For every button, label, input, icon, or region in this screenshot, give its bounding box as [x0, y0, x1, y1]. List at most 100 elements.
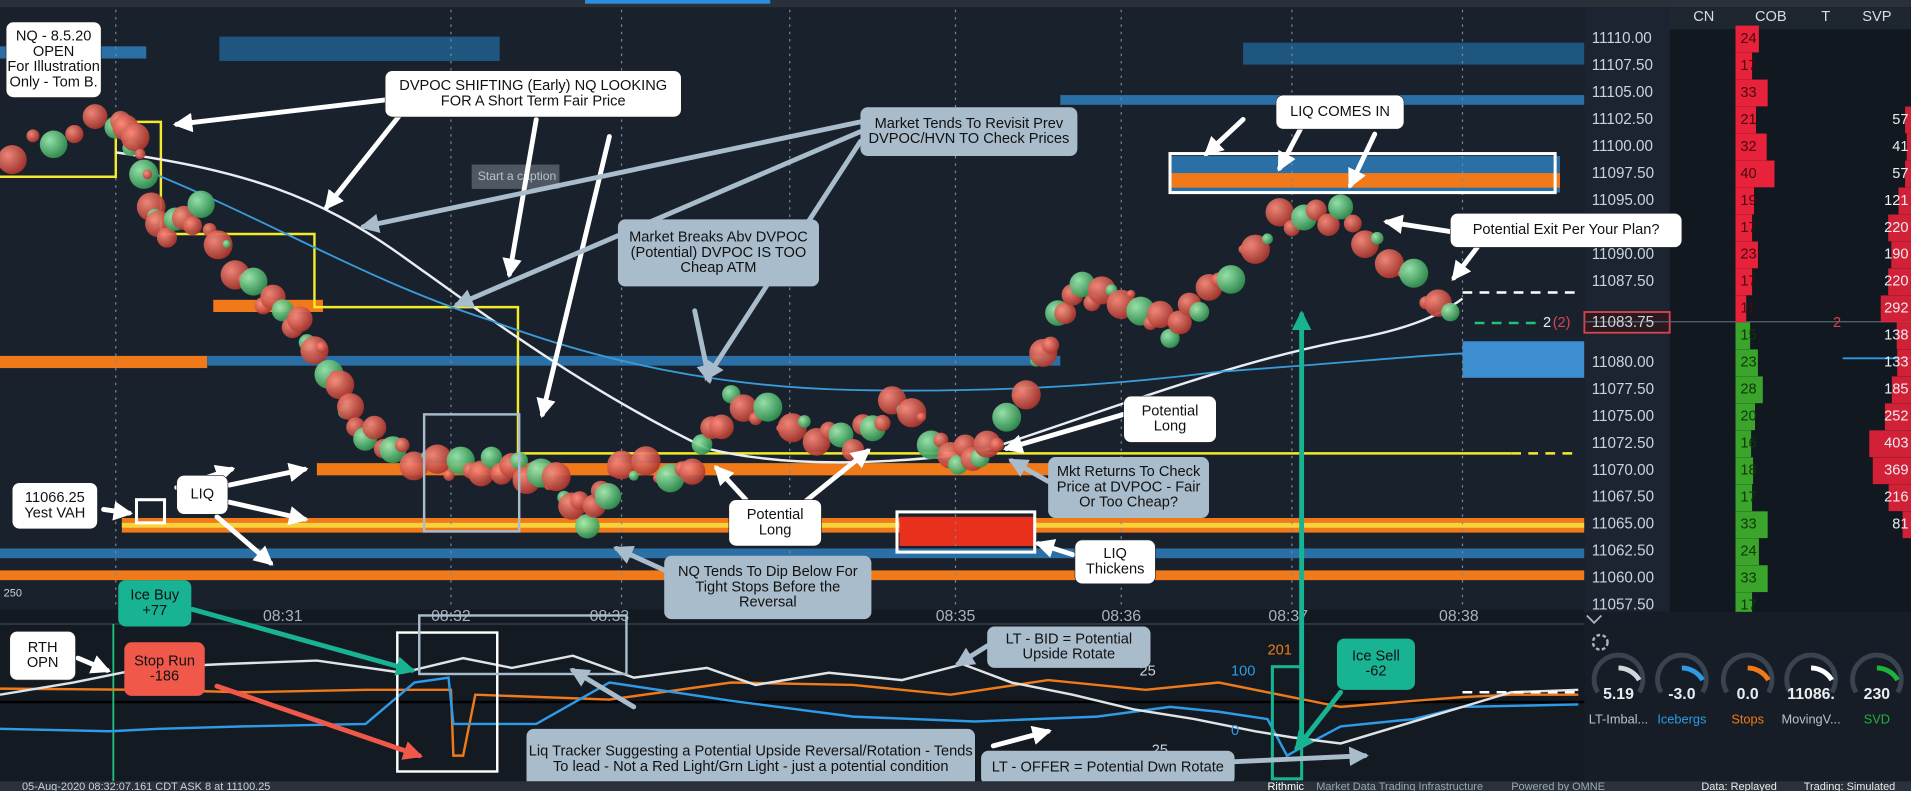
price-label: 11075.00	[1592, 408, 1654, 425]
gauge-label: Icebergs	[1657, 712, 1706, 727]
svp-value: 57	[1892, 112, 1908, 128]
annotation-text: Ice Buy	[130, 588, 179, 604]
arrow	[453, 129, 863, 308]
arrow	[1277, 124, 1305, 172]
status-texts: 05-Aug-2020 08:32:07.161 CDT ASK 8 at 11…	[22, 781, 1895, 791]
price-label: 11057.50	[1592, 597, 1654, 614]
arrow	[226, 499, 309, 526]
price-column	[1584, 7, 1670, 612]
trade-bubble	[142, 169, 153, 180]
cob-value: 24	[1740, 544, 1756, 560]
collapse-icon[interactable]	[1586, 614, 1603, 625]
annotation-text: Tight Stops Before the	[695, 579, 840, 595]
trade-bubble	[1265, 198, 1294, 227]
arrow	[713, 465, 749, 503]
annotation-text: Or Too Cheap?	[1079, 495, 1178, 511]
svp-bar	[1888, 214, 1911, 242]
annotation-box	[118, 580, 192, 627]
caption-input[interactable]	[471, 164, 560, 189]
arrow	[324, 109, 405, 211]
current-price: 11083.75	[1592, 314, 1654, 331]
gauge-arc	[1618, 665, 1642, 682]
time-label: 08:37	[1268, 608, 1308, 625]
annotation-text: LIQ	[1103, 546, 1127, 562]
arrow	[954, 643, 990, 667]
cob-value: 21	[1740, 112, 1756, 128]
status-bar	[0, 781, 1911, 791]
arrow	[1203, 117, 1246, 157]
widget-panel	[1584, 611, 1911, 782]
trade-bubbles	[0, 104, 1460, 539]
cob-value: 23	[1740, 247, 1756, 263]
svp-bar	[1888, 484, 1911, 512]
trade-bubble	[1399, 258, 1429, 288]
trade-bubble	[541, 462, 571, 492]
gauge-label: MovingV...	[1781, 712, 1840, 727]
svp-bar	[1896, 322, 1911, 350]
svp-bar	[1884, 403, 1911, 431]
annotation-text: DVPOC/HVN TO Check Prices	[869, 131, 1070, 147]
trade-bubble	[628, 470, 639, 481]
trade-bubble	[156, 227, 178, 248]
cob-bar	[1735, 430, 1752, 458]
status-text: Trading: Simulated	[1804, 781, 1896, 791]
gauge-arc	[1681, 665, 1705, 682]
trade-bubble	[325, 370, 355, 400]
annotation-text: For Illustration	[7, 59, 100, 75]
annotation-text: Ice Sell	[1352, 648, 1400, 664]
highlight-box	[895, 510, 1037, 554]
gauge-label: LT-Imbal...	[1589, 712, 1648, 727]
liquidity-band	[0, 355, 208, 369]
trade-bubble	[1305, 199, 1327, 221]
annotation-text: Potential Exit Per Your Plan?	[1473, 222, 1660, 238]
annotation-box	[860, 107, 1078, 157]
cob-value: 40	[1740, 166, 1756, 182]
column-header: COB	[1755, 9, 1787, 25]
arrow	[359, 119, 863, 234]
gauge-arc	[1747, 665, 1771, 682]
arrow	[1034, 539, 1075, 558]
gauge-value: 5.19	[1603, 686, 1634, 703]
trade-bubble	[992, 402, 1022, 432]
cob-value: 11	[1740, 301, 1755, 317]
arrow	[692, 308, 716, 385]
trade-bubble	[26, 129, 40, 143]
cob-bar	[1735, 295, 1747, 323]
settings-icon[interactable]	[1591, 633, 1609, 651]
arrow	[75, 655, 111, 674]
liquidity-band	[219, 36, 500, 61]
trade-bubble	[1216, 265, 1246, 294]
annotation-text: Price at DVPOC - Fair	[1057, 479, 1201, 495]
annotation-box	[987, 626, 1151, 668]
svp-value: 190	[1884, 247, 1908, 263]
svp-value: 81	[1892, 517, 1908, 533]
svp-bar	[1872, 457, 1911, 485]
trade-bubble	[1042, 336, 1060, 354]
price-label: 11067.50	[1592, 489, 1654, 506]
annotation-text: RTH	[28, 640, 58, 656]
cob-value: 17	[1740, 274, 1756, 290]
price-label: 11062.50	[1592, 543, 1654, 560]
annotation-box	[1048, 457, 1209, 518]
trade-bubble	[1160, 328, 1180, 348]
trade-bubble	[316, 341, 328, 354]
stops-line	[0, 678, 1579, 757]
gauge-value: 11086.	[1787, 686, 1835, 703]
cob-bar	[1735, 349, 1758, 377]
price-label: 11060.00	[1592, 570, 1654, 587]
pane-label: 250	[4, 587, 22, 599]
gauge-label: SVD	[1864, 712, 1890, 727]
trade-bubble	[1374, 249, 1404, 279]
trade-bubble	[187, 190, 215, 218]
annotation-text: OPN	[27, 655, 59, 671]
status-text: Market Data Trading Infrastructure	[1316, 781, 1483, 791]
gauge-value: -3.0	[1668, 686, 1695, 703]
cob-bar	[1735, 538, 1759, 566]
arrow	[101, 501, 134, 521]
arrow	[214, 514, 274, 566]
highlight-box	[422, 413, 521, 533]
cob-bar	[1735, 565, 1768, 593]
trade-bubble	[1262, 233, 1273, 245]
annotation-text: LT - OFFER = Potential Dwn Rotate	[992, 760, 1224, 776]
gauge-arc	[1876, 665, 1900, 682]
